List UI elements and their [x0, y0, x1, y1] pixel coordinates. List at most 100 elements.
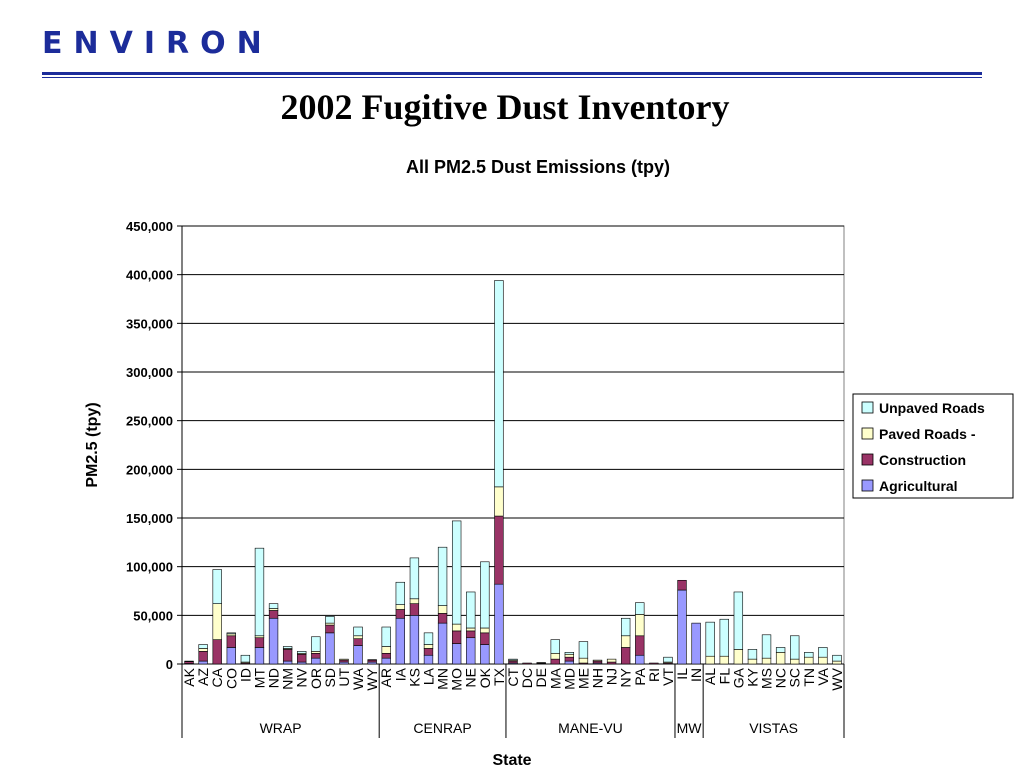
- x-tick-label: AL: [702, 668, 718, 685]
- bar-construction-ca: [212, 639, 222, 665]
- bar-paved-roads-me: [578, 657, 589, 664]
- bar-agricultural-nm: [282, 660, 293, 665]
- bar-paved-roads-ia: [395, 604, 405, 610]
- bars: [184, 280, 842, 665]
- bar-agricultural-in: [691, 622, 701, 665]
- bar-unpaved-roads-sc: [790, 635, 800, 660]
- group-label: WRAP: [260, 720, 302, 736]
- x-tick-label: AK: [181, 667, 197, 686]
- bar-agricultural-sd: [325, 632, 335, 665]
- bar-paved-roads-nh: [592, 659, 603, 662]
- x-tick-label: CO: [223, 668, 239, 689]
- bar-unpaved-roads-md: [564, 652, 575, 655]
- x-tick-label: MD: [561, 668, 577, 690]
- x-tick-label: CT: [505, 668, 521, 687]
- x-tick-label: MA: [547, 667, 563, 689]
- bar-construction-nm: [282, 649, 293, 662]
- legend-label: Paved Roads -: [879, 426, 976, 442]
- bar-unpaved-roads-fl: [719, 618, 729, 657]
- bar-paved-roads-nc: [775, 652, 786, 665]
- x-tick-label: OK: [477, 667, 493, 688]
- bar-unpaved-roads-ne: [466, 591, 476, 629]
- bar-agricultural-pa: [635, 654, 645, 665]
- bar-unpaved-roads-wv: [832, 654, 842, 662]
- bar-unpaved-roads-mo: [451, 520, 462, 625]
- bar-paved-roads-va: [818, 656, 828, 665]
- bar-paved-roads-ky: [747, 658, 758, 665]
- bar-agricultural-ar: [381, 657, 391, 665]
- legend-label: Agricultural: [879, 478, 958, 494]
- bar-construction-dc: [522, 662, 532, 665]
- bar-agricultural-ne: [466, 637, 476, 665]
- bar-unpaved-roads-tx: [494, 280, 504, 488]
- bar-unpaved-roads-pa: [635, 602, 645, 615]
- bar-unpaved-roads-nv: [297, 651, 307, 654]
- bar-paved-roads-pa: [635, 614, 645, 637]
- bar-construction-mn: [437, 613, 448, 624]
- bar-construction-az: [198, 651, 208, 662]
- legend-swatch: [861, 479, 874, 492]
- bar-paved-roads-al: [705, 655, 715, 665]
- bar-agricultural-or: [311, 657, 321, 665]
- header-rule-thick: [42, 72, 982, 75]
- bar-agricultural-mt: [254, 647, 265, 665]
- bar-unpaved-roads-ny: [621, 617, 631, 637]
- bar-unpaved-roads-tn: [804, 652, 814, 658]
- bar-agricultural-md: [564, 660, 575, 665]
- x-tick-label: WY: [364, 667, 380, 690]
- legend-label: Construction: [879, 452, 966, 468]
- bar-agricultural-mo: [451, 643, 462, 665]
- x-axis-title: State: [492, 752, 531, 768]
- bar-unpaved-roads-me: [578, 641, 589, 659]
- bar-agricultural-la: [423, 654, 434, 665]
- environ-logo: ENVIRON: [42, 26, 273, 61]
- x-tick-label: TN: [801, 668, 817, 687]
- x-tick-label: WV: [829, 667, 845, 690]
- bar-paved-roads-ny: [621, 635, 631, 648]
- bar-paved-roads-sc: [790, 658, 800, 665]
- bar-unpaved-roads-ia: [395, 581, 405, 605]
- bar-unpaved-roads-mt: [254, 547, 265, 637]
- bar-unpaved-roads-nc: [775, 647, 786, 653]
- bar-paved-roads-ok: [480, 627, 490, 634]
- x-tick-label: VT: [660, 668, 676, 686]
- group-label: MANE-VU: [558, 720, 623, 736]
- bar-paved-roads-tx: [494, 486, 504, 517]
- bar-paved-roads-ms: [761, 657, 772, 665]
- x-tick-label: VA: [815, 667, 831, 685]
- bar-paved-roads-mo: [451, 623, 462, 632]
- x-tick-label: NH: [590, 668, 606, 688]
- x-tick-label: ID: [237, 668, 253, 682]
- x-tick-label: OR: [308, 668, 324, 689]
- chart-title: All PM2.5 Dust Emissions (tpy): [406, 157, 670, 177]
- bar-construction-ma: [550, 658, 560, 665]
- bar-paved-roads-mn: [437, 605, 448, 614]
- bar-unpaved-roads-mn: [437, 546, 448, 606]
- x-tick-label: FL: [716, 668, 732, 685]
- bar-paved-roads-ne: [466, 627, 476, 632]
- bar-construction-ia: [395, 609, 405, 619]
- bar-agricultural-wa: [353, 645, 363, 665]
- x-tick-label: MT: [251, 668, 267, 689]
- y-tick-label: 0: [166, 657, 173, 672]
- bar-paved-roads-az: [198, 648, 208, 652]
- bar-paved-roads-de: [536, 662, 546, 664]
- legend-box: [852, 393, 1014, 499]
- bar-construction-il: [677, 579, 687, 591]
- bar-unpaved-roads-wa: [353, 626, 363, 637]
- bar-agricultural-mn: [437, 622, 448, 665]
- header-rule-thin: [42, 77, 982, 78]
- x-tick-label: IA: [392, 667, 408, 681]
- x-tick-label: GA: [730, 667, 746, 688]
- x-tick-label: KS: [406, 668, 422, 687]
- x-tick-label: MS: [759, 668, 775, 689]
- bar-agricultural-co: [226, 647, 236, 665]
- y-tick-label: 300,000: [126, 365, 173, 380]
- bar-unpaved-roads-ms: [761, 634, 772, 659]
- bar-paved-roads-ak: [184, 660, 194, 662]
- y-tick-label: 200,000: [126, 462, 173, 477]
- bar-unpaved-roads-ct: [508, 658, 518, 661]
- gridlines: [182, 225, 844, 616]
- bar-agricultural-il: [677, 589, 687, 665]
